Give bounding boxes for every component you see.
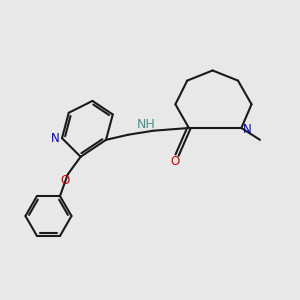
Text: NH: NH <box>136 118 155 131</box>
Text: O: O <box>60 174 70 187</box>
Text: O: O <box>171 155 180 168</box>
Text: N: N <box>243 123 252 136</box>
Text: N: N <box>51 132 60 145</box>
